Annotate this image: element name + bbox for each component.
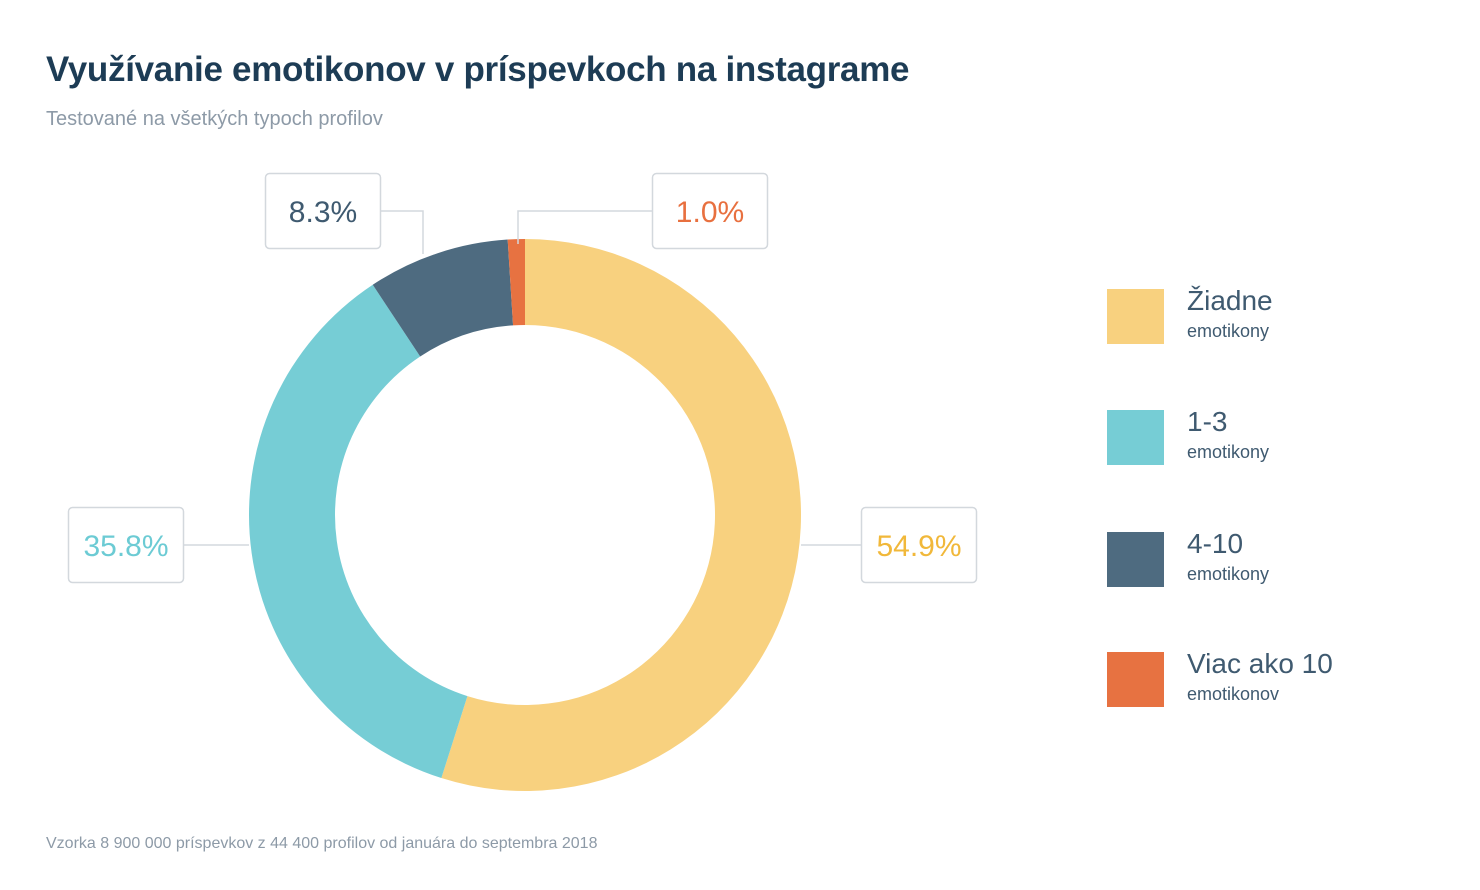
legend-sub-4-10: emotikony [1187, 564, 1270, 584]
legend-item-more-10: Viac ako 10 emotikonov [1107, 648, 1437, 712]
legend-swatch-more-10 [1107, 652, 1164, 707]
chart-subtitle: Testované na všetkých typoch profilov [46, 108, 383, 130]
donut-slice-none [441, 239, 802, 791]
legend-label-1-3: 1-3 [1187, 406, 1228, 437]
legend-label-none: Žiadne [1187, 285, 1273, 316]
data-label-more-10: 1.0% [676, 196, 744, 229]
chart-legend: Žiadne emotikony 1-3 emotikony 4-10 emot… [1107, 0, 1437, 890]
legend-sub-1-3: emotikony [1187, 442, 1270, 462]
callout-box-4-10 [264, 172, 382, 250]
legend-swatch-none [1107, 289, 1164, 344]
legend-sub-more-10: emotikonov [1187, 684, 1280, 704]
donut-slice-1-3 [248, 284, 468, 779]
legend-item-1-3: 1-3 emotikony [1107, 406, 1437, 470]
data-label-1-3: 35.8% [83, 530, 168, 563]
sample-footnote: Vzorka 8 900 000 príspevkov z 44 400 pro… [46, 835, 598, 852]
data-label-none: 54.9% [876, 530, 961, 563]
donut-slice-more-10 [507, 239, 525, 326]
data-label-4-10: 8.3% [289, 196, 357, 229]
callout-box-1-3 [67, 506, 185, 584]
legend-label-4-10: 4-10 [1187, 528, 1244, 559]
callout-line-more-10 [517, 210, 653, 244]
legend-swatch-1-3 [1107, 410, 1164, 465]
chart-title: Využívanie emotikonov v príspevkoch na i… [46, 50, 910, 89]
legend-swatch-4-10 [1107, 532, 1164, 587]
legend-sub-none: emotikony [1187, 321, 1270, 341]
donut-slice-4-10 [372, 239, 514, 357]
legend-item-4-10: 4-10 emotikony [1107, 528, 1437, 592]
legend-label-more-10: Viac ako 10 [1187, 648, 1333, 679]
legend-item-none: Žiadne emotikony [1107, 285, 1437, 349]
callout-box-none [860, 506, 978, 584]
callout-line-4-10 [381, 210, 424, 254]
callout-box-more-10 [651, 172, 769, 250]
